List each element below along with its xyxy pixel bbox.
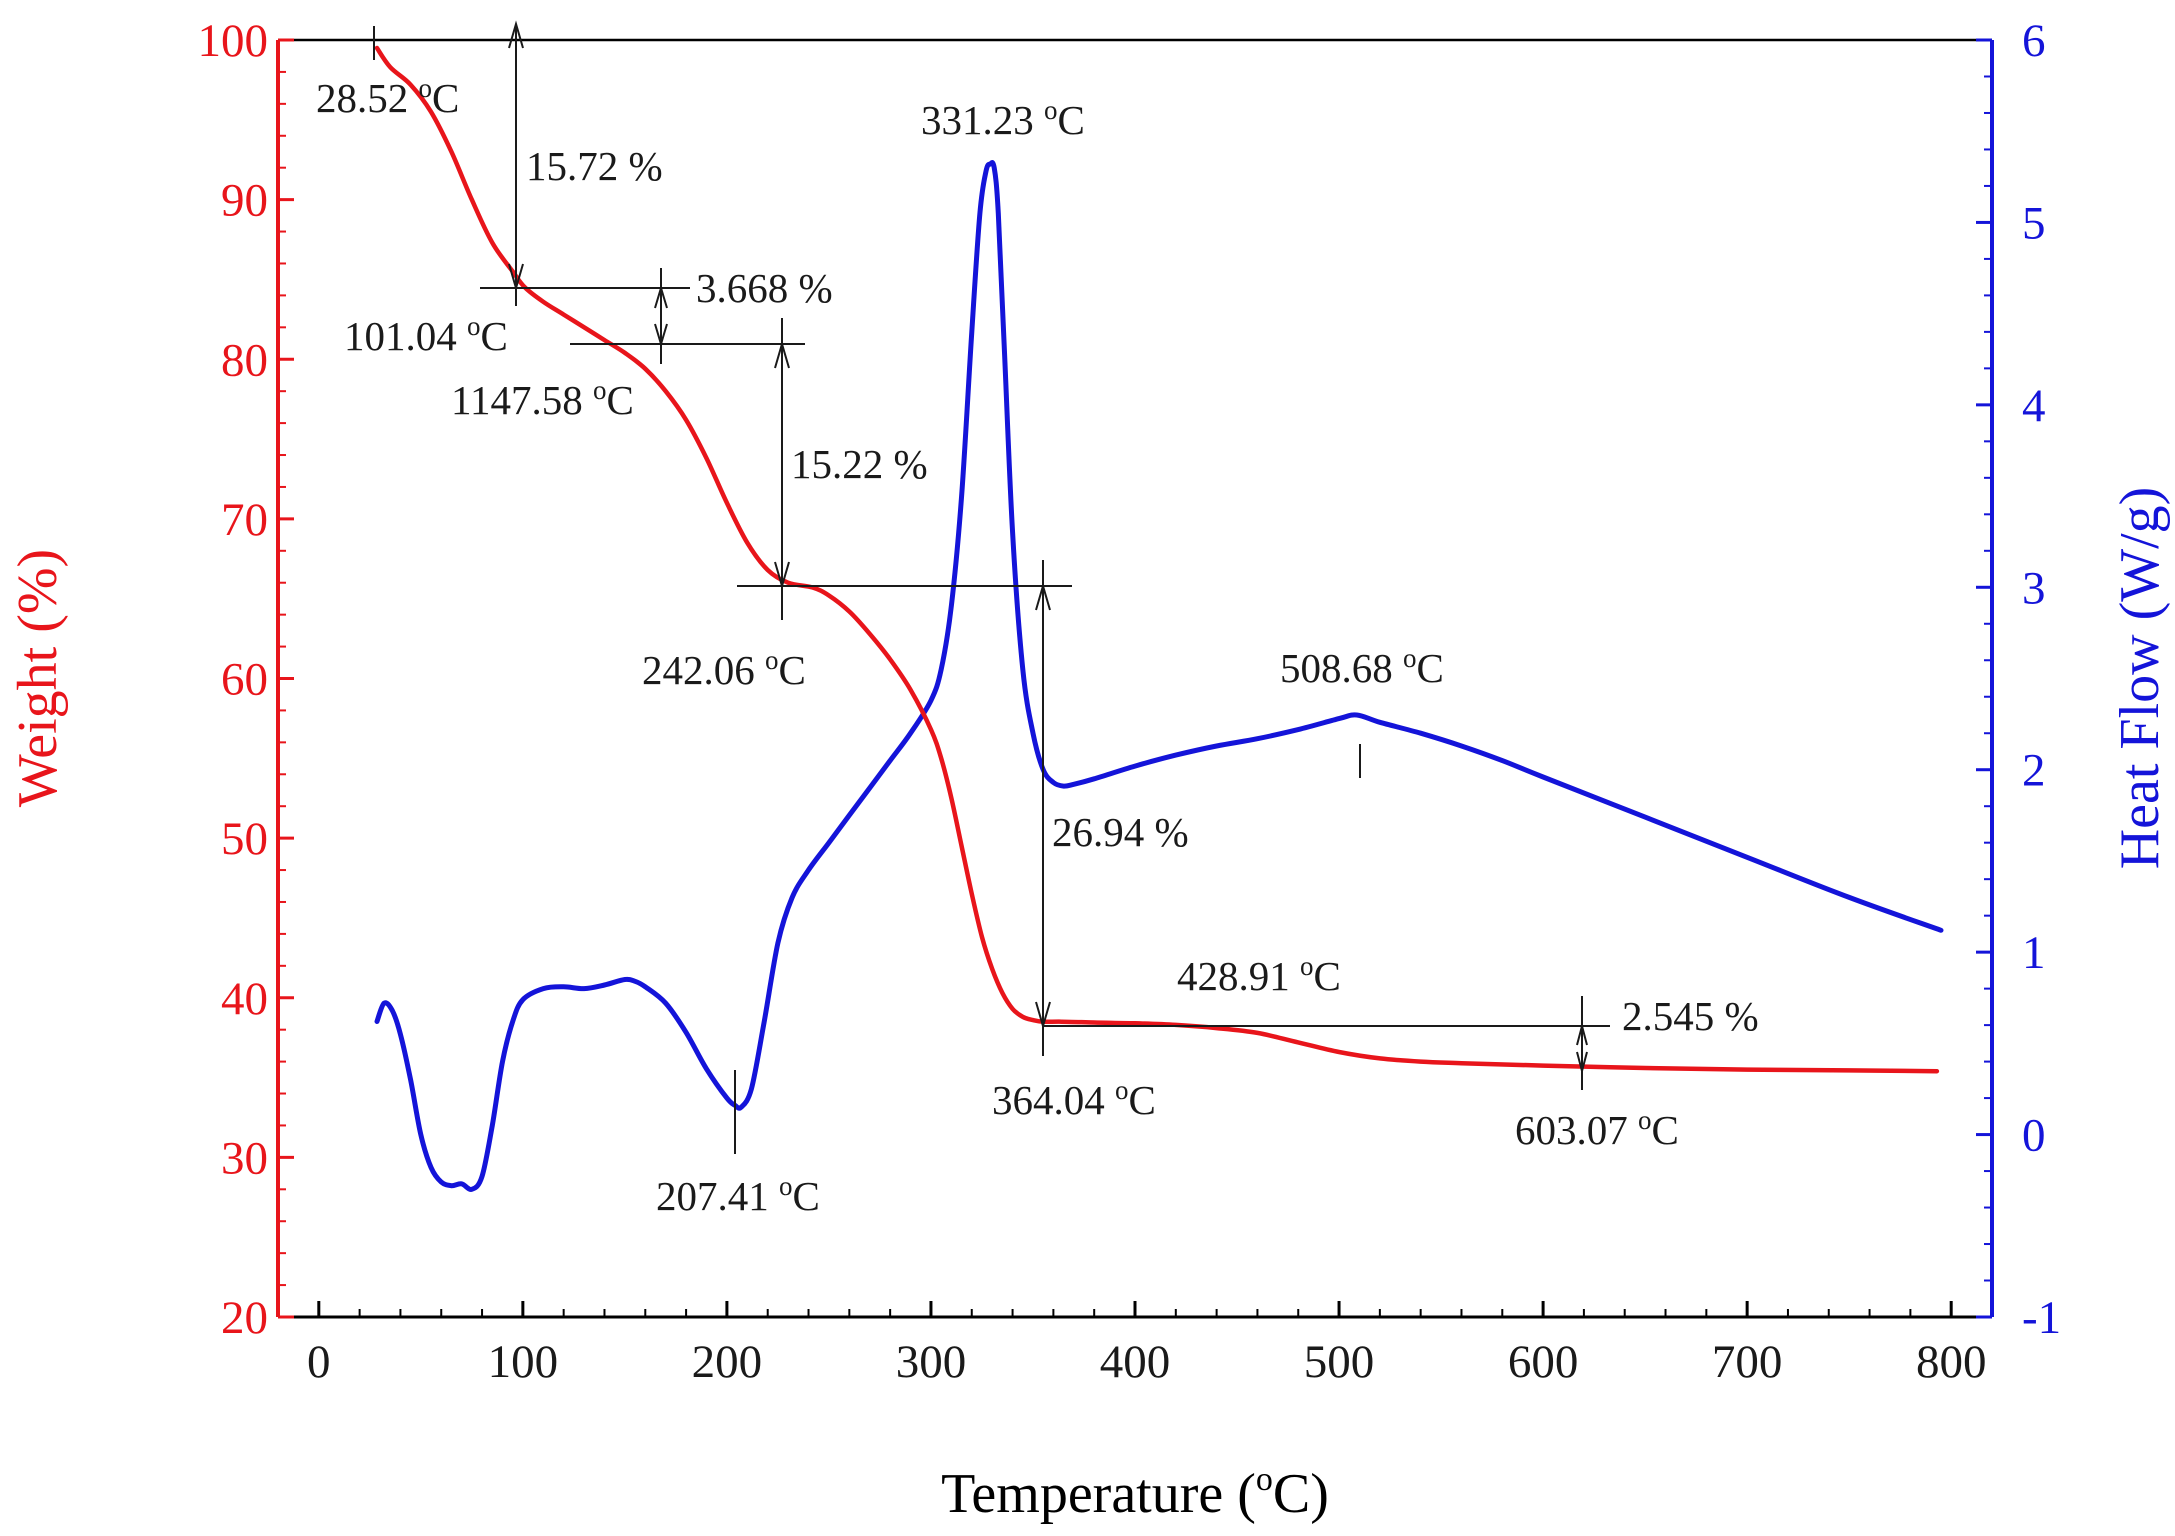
x-tick-label: 100	[488, 1336, 559, 1388]
x-tick-label: 0	[307, 1336, 331, 1388]
y-right-tick-label: 2	[2022, 745, 2046, 797]
y-left-tick-label: 70	[221, 494, 268, 546]
arrow-15-22-top	[774, 340, 790, 369]
weight-line	[374, 45, 1940, 1074]
x-axis-label: Temperature (oC)	[941, 1461, 1329, 1525]
arrow-15-72-bottom	[508, 263, 524, 292]
y-left-tick-label: 90	[221, 175, 268, 227]
y-left-tick-label: 60	[221, 654, 268, 706]
annotation-guides	[373, 20, 1610, 1154]
y-axis-right-label: Heat Flow (W/g)	[2109, 487, 2171, 870]
right-axis-ticks: -1 0 1 2 3 4 5 6	[1976, 15, 2061, 1344]
y-right-tick-label: 6	[2022, 15, 2046, 67]
x-axis-ticks: 0 100 200 300 400 500 600 700 800	[307, 1301, 1986, 1388]
arrow-2-545-bottom	[1576, 1051, 1588, 1075]
annotation-15-72: 15.72 %	[526, 143, 663, 189]
y-right-tick-label: 4	[2022, 380, 2046, 432]
arrow-26-94-top	[1035, 582, 1051, 611]
annotation-242-06: 242.06 oC	[642, 645, 806, 693]
y-left-tick-label: 50	[221, 813, 268, 865]
annotation-508-68: 508.68 oC	[1280, 643, 1444, 691]
arrow-15-72-top	[508, 20, 524, 49]
y-left-tick-label: 40	[221, 973, 268, 1025]
heat-flow-line	[374, 160, 1944, 1192]
left-axis-ticks: 20 30 40 50 60 70 80 90 100	[198, 15, 294, 1344]
annotation-3-668: 3.668 %	[696, 265, 833, 311]
arrow-3-668-top	[654, 284, 668, 309]
arrow-3-668-bottom	[654, 323, 668, 348]
arrow-2-545-top	[1576, 1022, 1588, 1046]
y-axis-left-label: Weight (%)	[7, 549, 69, 807]
y-left-tick-label: 100	[198, 15, 269, 67]
y-right-tick-label: 3	[2022, 562, 2046, 614]
x-tick-label: 600	[1508, 1336, 1579, 1388]
annotation-207-41: 207.41 oC	[656, 1171, 820, 1219]
y-right-tick-label: 0	[2022, 1110, 2046, 1162]
x-tick-label: 800	[1916, 1336, 1987, 1388]
x-tick-label: 200	[692, 1336, 763, 1388]
annotation-labels: 28.52 oC 15.72 % 101.04 oC 3.668 % 1147.…	[316, 73, 1759, 1219]
annotation-331-23: 331.23 oC	[921, 95, 1085, 143]
annotation-603-07: 603.07 oC	[1515, 1105, 1679, 1153]
y-right-tick-label: -1	[2022, 1292, 2061, 1344]
y-left-tick-label: 80	[221, 334, 268, 386]
annotation-28-52: 28.52 oC	[316, 73, 459, 121]
y-right-tick-label: 1	[2022, 927, 2046, 979]
annotation-2-545: 2.545 %	[1622, 993, 1759, 1039]
annotation-364-04: 364.04 oC	[992, 1075, 1156, 1123]
arrow-15-22-bottom	[774, 561, 790, 590]
annotation-101-04: 101.04 oC	[344, 311, 508, 359]
annotation-428-91: 428.91 oC	[1177, 951, 1341, 999]
annotation-26-94: 26.94 %	[1052, 809, 1189, 855]
annotation-15-22: 15.22 %	[791, 441, 928, 487]
x-tick-label: 300	[896, 1336, 967, 1388]
annotation-1147-58: 1147.58 oC	[451, 375, 634, 423]
x-tick-label: 500	[1304, 1336, 1375, 1388]
y-left-tick-label: 30	[221, 1132, 268, 1184]
x-tick-label: 400	[1100, 1336, 1171, 1388]
y-left-tick-label: 20	[221, 1292, 268, 1344]
y-right-tick-label: 5	[2022, 197, 2046, 249]
x-tick-label: 700	[1712, 1336, 1783, 1388]
